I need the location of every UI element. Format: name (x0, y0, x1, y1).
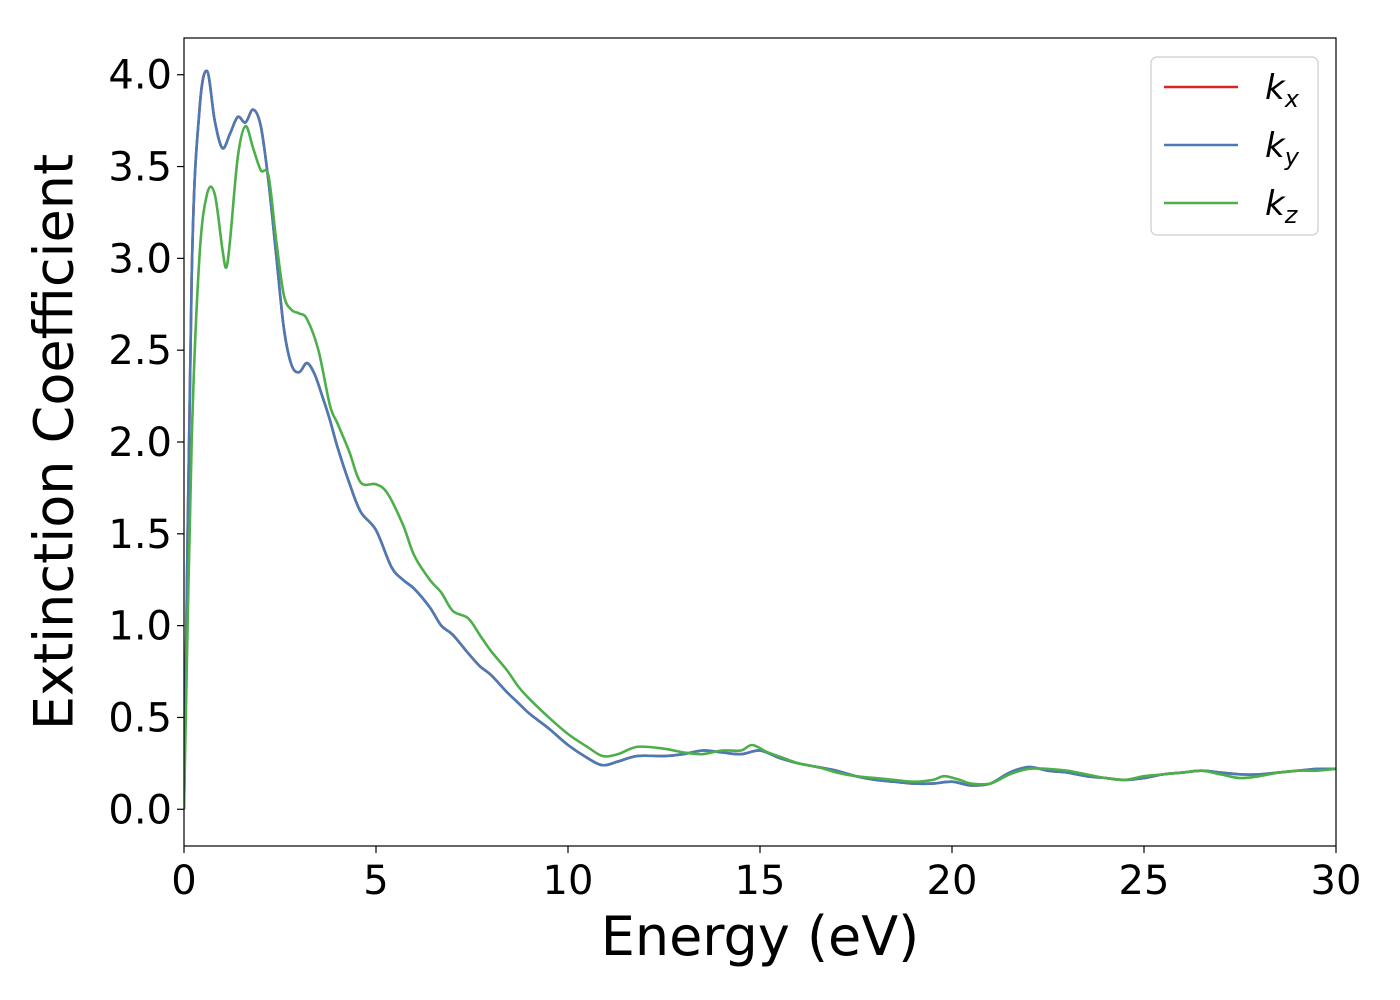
x-axis-ticks: 0 5 10 15 20 25 30 (171, 846, 1361, 904)
x-axis-label: Energy (eV) (601, 905, 920, 968)
y-tick-label: 2.5 (108, 328, 172, 374)
y-axis-ticks: 0.0 0.5 1.0 1.5 2.0 2.5 3.0 3.5 4.0 (108, 53, 184, 833)
legend-label: ky (1265, 126, 1300, 171)
legend: kx ky kz (1150, 56, 1319, 236)
legend-item-kx: kx (1164, 68, 1300, 113)
legend-item-ky: ky (1164, 126, 1300, 171)
series-layer (184, 69, 1336, 810)
y-tick-label: 0.0 (108, 787, 172, 833)
y-tick-label: 2.0 (108, 420, 172, 466)
y-tick-label: 0.5 (108, 695, 172, 741)
x-tick-label: 5 (363, 858, 388, 904)
x-tick-label: 20 (927, 858, 978, 904)
y-tick-label: 3.5 (108, 145, 172, 191)
x-tick-label: 25 (1119, 858, 1170, 904)
x-tick-label: 10 (543, 858, 594, 904)
series-line-kz (184, 124, 1336, 810)
legend-item-kz: kz (1164, 184, 1299, 229)
y-axis-label: Extinction Coefficient (23, 154, 86, 730)
y-tick-label: 4.0 (108, 53, 172, 99)
legend-items: kx ky kz (1164, 68, 1300, 229)
x-tick-label: 30 (1311, 858, 1362, 904)
legend-label: kx (1265, 68, 1300, 113)
x-tick-label: 15 (735, 858, 786, 904)
legend-label: kz (1265, 184, 1299, 229)
y-tick-label: 3.0 (108, 236, 172, 282)
y-tick-label: 1.5 (108, 512, 172, 558)
x-tick-label: 0 (171, 858, 196, 904)
y-tick-label: 1.0 (108, 604, 172, 650)
